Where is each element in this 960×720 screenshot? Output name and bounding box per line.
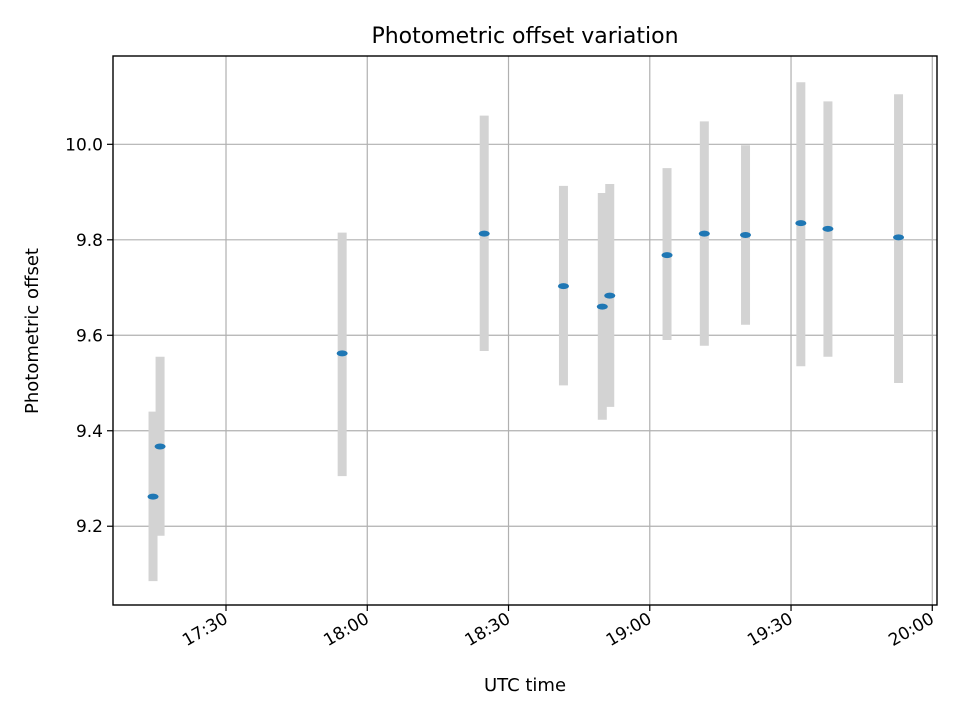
x-tick-label: 17:30 <box>179 609 231 651</box>
y-tick-label: 9.4 <box>76 422 103 442</box>
x-tick-label: 20:00 <box>885 609 937 651</box>
x-tick-label: 18:30 <box>462 609 514 651</box>
data-point <box>661 252 673 259</box>
data-point <box>557 283 569 290</box>
x-tick-label: 18:00 <box>320 609 372 651</box>
error-bars <box>148 82 904 582</box>
data-point <box>893 234 905 241</box>
data-point <box>147 493 159 500</box>
x-axis-label: UTC time <box>484 675 566 696</box>
chart-title: Photometric offset variation <box>371 24 678 49</box>
x-tick-label: 19:30 <box>744 609 796 651</box>
data-point <box>604 292 616 299</box>
y-tick-label: 9.8 <box>76 231 103 251</box>
x-tick-labels: 17:30 18:00 18:30 19:00 19:30 20:00 <box>179 609 938 651</box>
data-point <box>740 232 752 239</box>
y-tick-label: 10.0 <box>65 135 103 155</box>
data-point <box>596 303 608 310</box>
data-point <box>154 443 166 450</box>
axis-ticks <box>107 143 933 611</box>
y-tick-label: 9.2 <box>76 517 103 537</box>
grid-lines <box>113 56 937 605</box>
data-point <box>698 230 710 237</box>
data-point <box>795 220 807 227</box>
data-point <box>478 230 490 237</box>
x-tick-label: 19:00 <box>603 609 655 651</box>
y-axis-label: Photometric offset <box>22 248 43 414</box>
data-markers <box>147 220 905 500</box>
y-tick-label: 9.6 <box>76 326 103 346</box>
plot-frame <box>112 55 938 606</box>
data-point <box>822 225 834 232</box>
data-point <box>336 350 348 357</box>
y-tick-labels: 9.2 9.4 9.6 9.8 10.0 <box>65 135 103 537</box>
